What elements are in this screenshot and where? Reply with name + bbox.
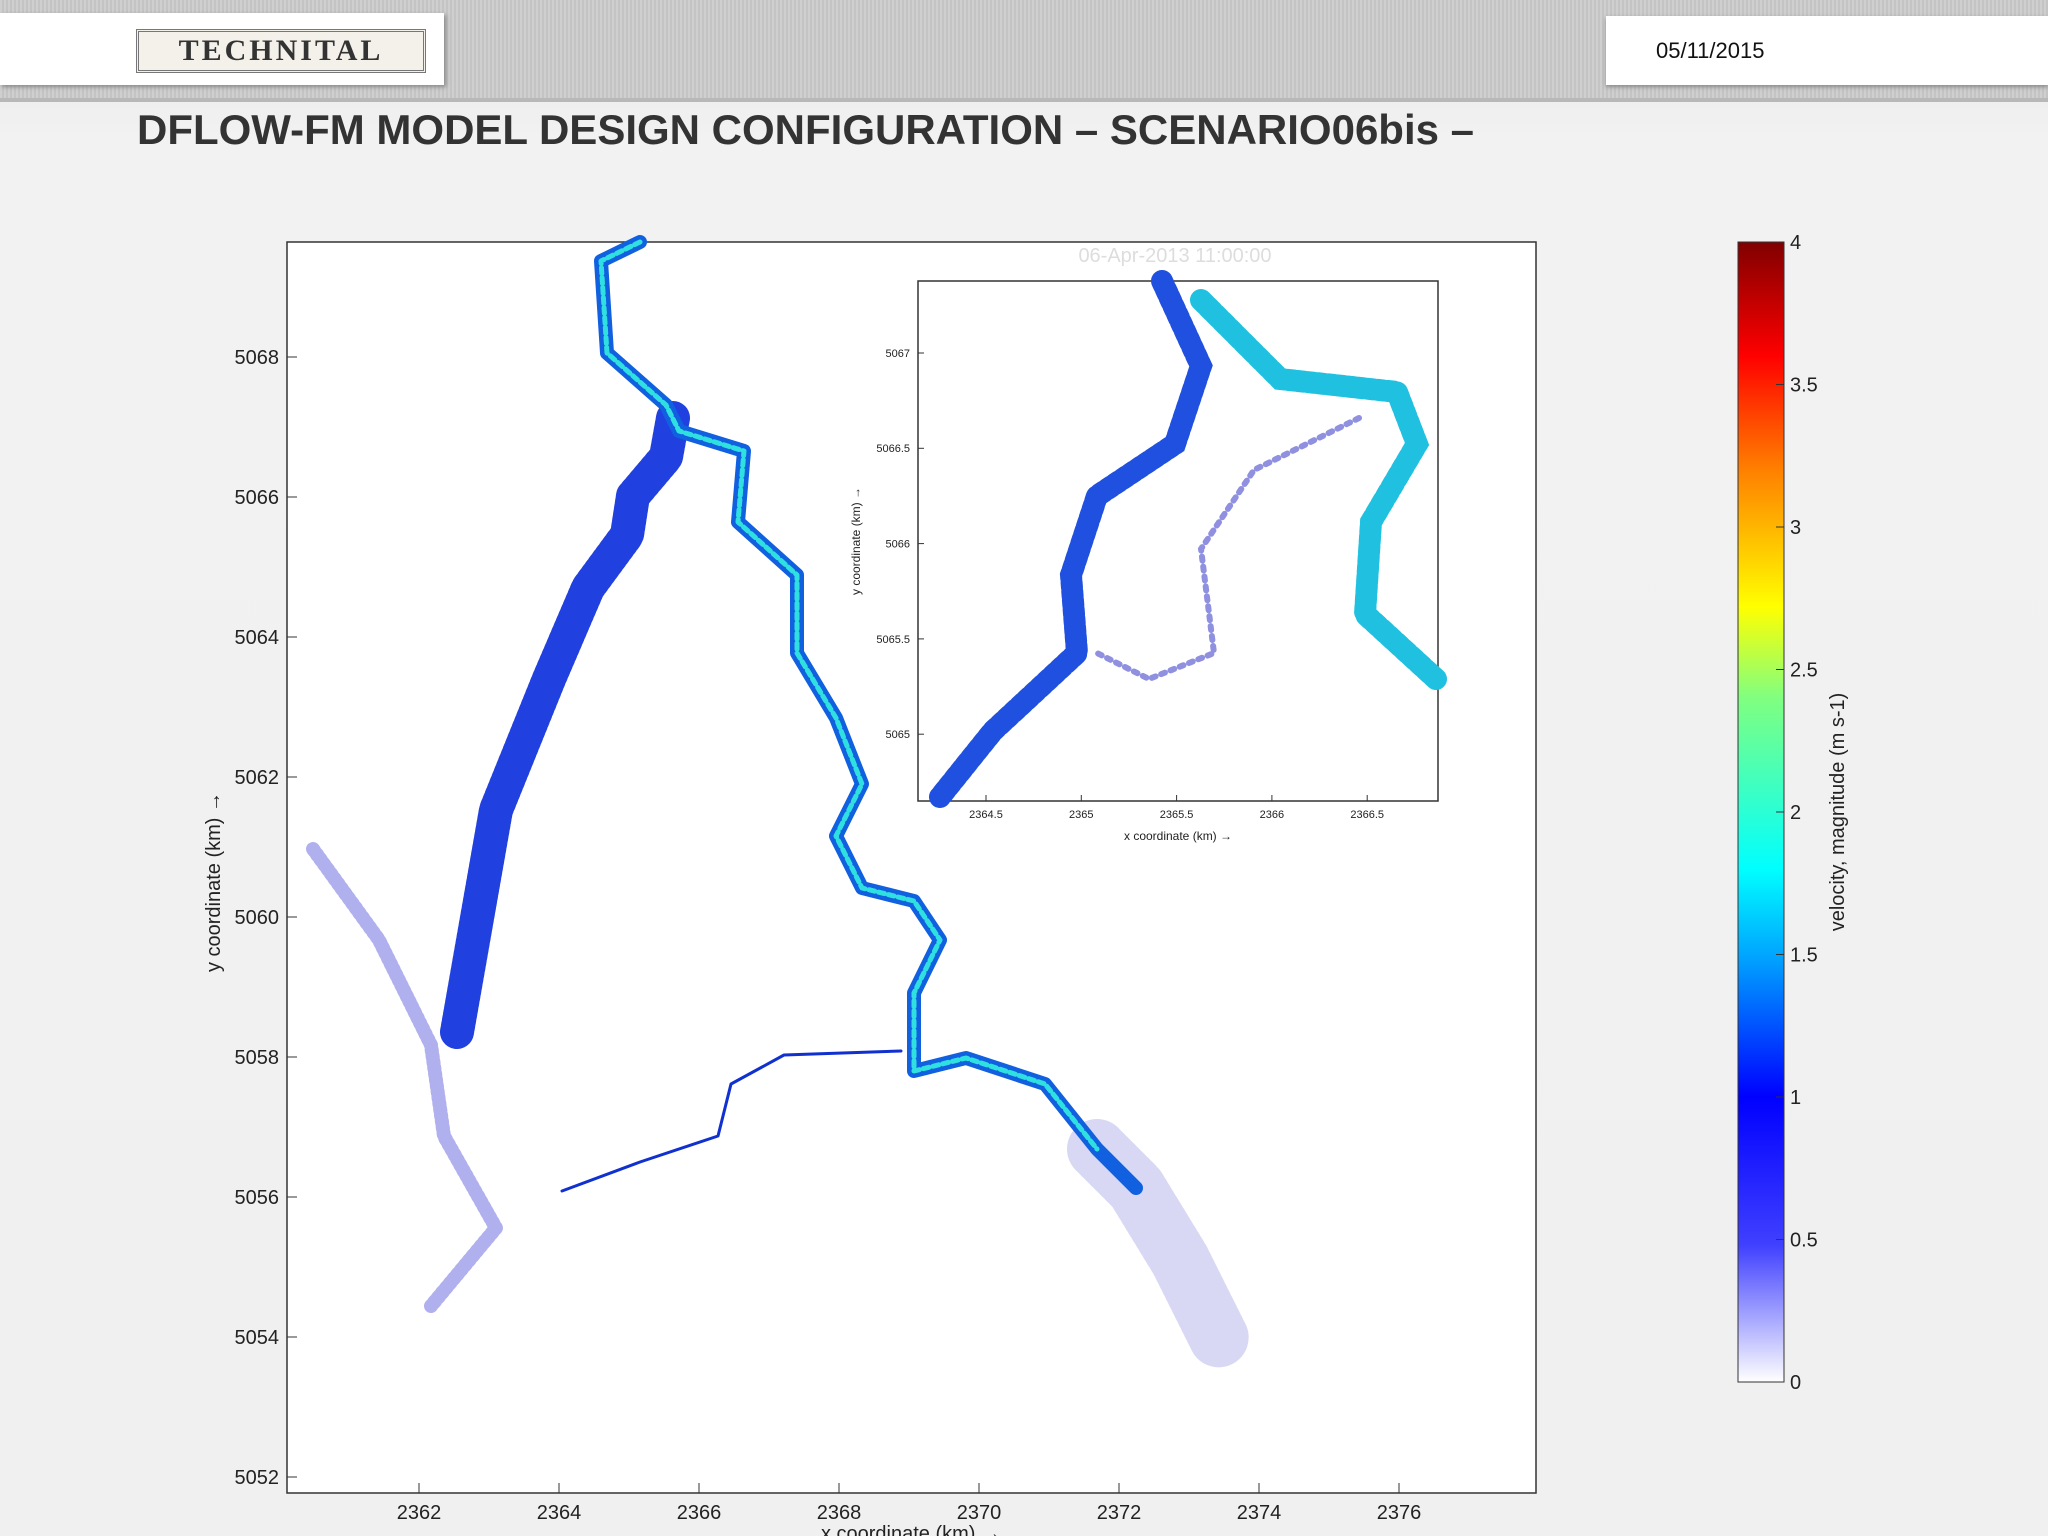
x-tick-label: 2365.5 [1160, 809, 1194, 821]
y-tick-label: 5066.5 [876, 443, 910, 455]
logo: TECHNITAL [136, 29, 426, 73]
x-tick-label: 2365 [1069, 809, 1093, 821]
y-tick-label: 5052 [235, 1467, 280, 1489]
x-tick-label: 2366 [677, 1502, 722, 1524]
colorbar-tick-label: 4 [1790, 232, 1801, 254]
logo-box: TECHNITAL [0, 13, 444, 85]
x-tick-label: 2364 [537, 1502, 582, 1524]
colorbar-label: velocity, magnitude (m s-1) [1827, 693, 1849, 932]
y-tick-label: 5066 [235, 487, 280, 509]
x-tick-label: 2362 [397, 1502, 442, 1524]
x-tick-label: 2370 [957, 1502, 1002, 1524]
y-tick-label: 5065.5 [876, 634, 910, 646]
date-box: 05/11/2015 [1606, 16, 2048, 85]
y-tick-label: 5067 [886, 348, 910, 360]
x-tick-label: 2376 [1377, 1502, 1422, 1524]
colorbar-tick-label: 1.5 [1790, 945, 1818, 967]
x-tick-label: 2366 [1260, 809, 1284, 821]
y-tick-label: 5068 [235, 347, 280, 369]
colorbar-tick-label: 2 [1790, 802, 1801, 824]
colorbar-tick-label: 0 [1790, 1372, 1801, 1394]
y-tick-label: 5066 [886, 538, 910, 550]
x-axis-label: x coordinate (km) → [821, 1523, 1001, 1536]
y-axis-label: y coordinate (km) → [203, 792, 225, 972]
slide-title: DFLOW-FM MODEL DESIGN CONFIGURATION – SC… [137, 106, 1475, 153]
y-tick-label: 5058 [235, 1047, 280, 1069]
inset-flow-field [929, 270, 1447, 808]
colorbar-tick-label: 0.5 [1790, 1230, 1818, 1252]
y-tick-label: 5065 [886, 729, 910, 741]
y-tick-label: 5064 [235, 627, 280, 649]
colorbar-tick-label: 3.5 [1790, 375, 1818, 397]
x-tick-label: 2374 [1237, 1502, 1282, 1524]
inset-x-label: x coordinate (km) → [1124, 829, 1232, 843]
y-tick-label: 5056 [235, 1187, 280, 1209]
y-tick-label: 5060 [235, 907, 280, 929]
y-tick-label: 5062 [235, 767, 280, 789]
colorbar-tick-label: 1 [1790, 1087, 1801, 1109]
flow-field [306, 235, 1250, 1370]
timestamp: 06-Apr-2013 11:00:00 [1078, 245, 1271, 267]
colorbar-tick-label: 3 [1790, 517, 1801, 539]
date: 05/11/2015 [1656, 38, 1765, 63]
colorbar-tick-label: 2.5 [1790, 660, 1818, 682]
x-tick-label: 2364.5 [969, 809, 1003, 821]
y-tick-label: 5054 [235, 1327, 280, 1349]
x-tick-label: 2372 [1097, 1502, 1142, 1524]
x-tick-label: 2366.5 [1350, 809, 1384, 821]
inset-y-label: y coordinate (km) → [849, 487, 863, 595]
x-tick-label: 2368 [817, 1502, 862, 1524]
